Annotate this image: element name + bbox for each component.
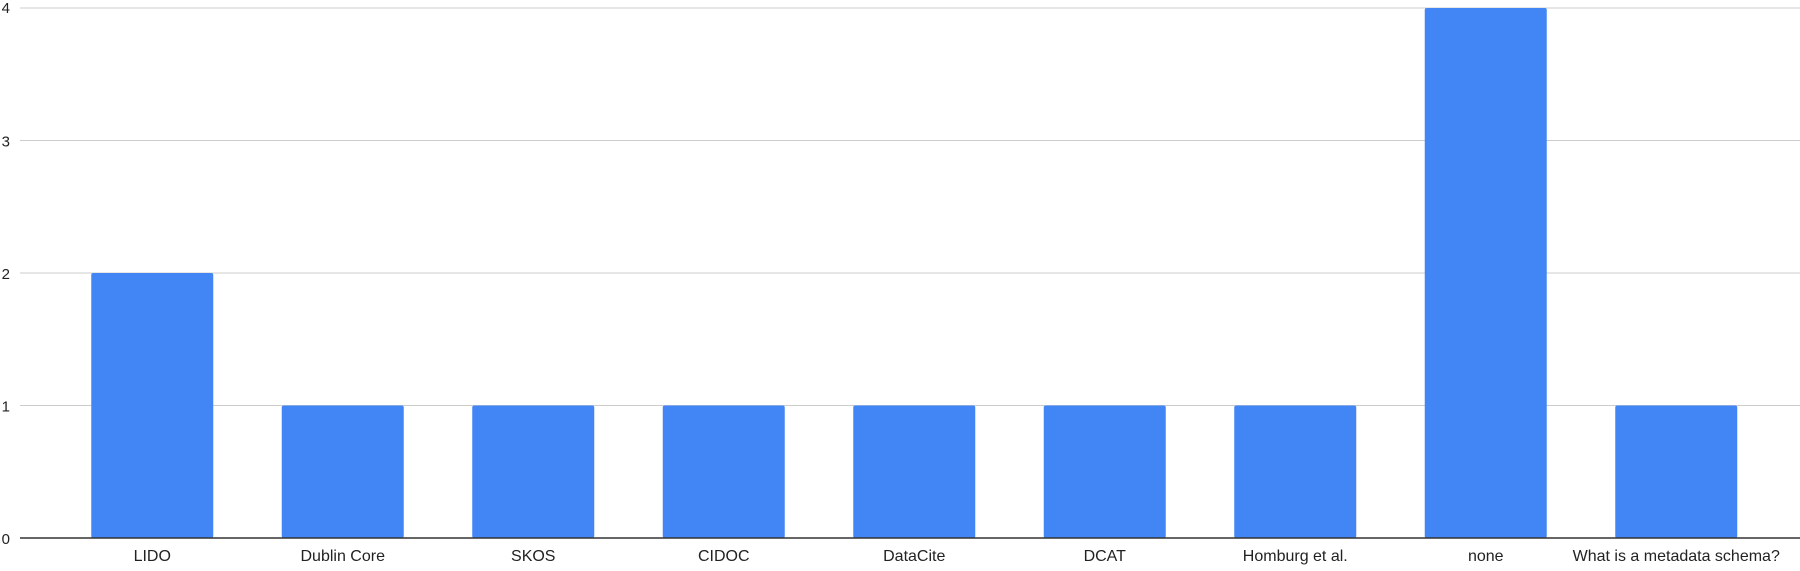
y-tick-label: 0 [2, 531, 10, 548]
y-tick-label: 3 [2, 134, 10, 151]
x-axis-tick-labels: LIDO Dublin Core SKOS CIDOC DataCite DCAT Homb… [134, 548, 1780, 565]
bar [281, 405, 404, 538]
x-tick-label: Homburg et al. [1243, 548, 1348, 565]
bar [853, 405, 976, 538]
x-tick-label: SKOS [511, 548, 555, 565]
bar [1615, 405, 1738, 538]
bar [1043, 405, 1166, 538]
x-tick-label: Dublin Core [301, 548, 386, 565]
x-tick-label: DataCite [883, 548, 945, 565]
bars [91, 8, 1738, 538]
bar [1424, 8, 1547, 538]
bar [472, 405, 595, 538]
x-tick-label: CIDOC [698, 548, 750, 565]
y-tick-label: 1 [2, 399, 10, 416]
y-tick-label: 2 [2, 266, 10, 283]
x-tick-label: What is a metadata schema? [1573, 548, 1780, 565]
y-axis-ticks: 0 1 2 3 4 [2, 0, 10, 548]
y-tick-label: 4 [2, 0, 10, 17]
bar [662, 405, 785, 538]
x-tick-label: LIDO [134, 548, 171, 565]
x-tick-label: DCAT [1084, 548, 1127, 565]
bar [1234, 405, 1357, 538]
bar [91, 273, 214, 538]
x-tick-label: none [1468, 548, 1504, 565]
